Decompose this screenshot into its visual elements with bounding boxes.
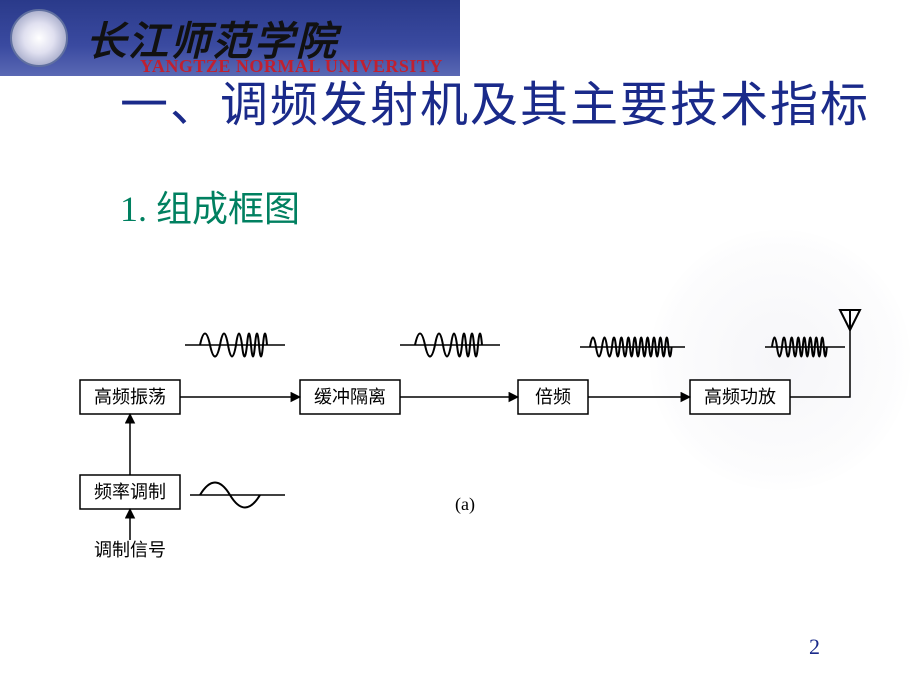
node-buf: 缓冲隔离 (300, 380, 400, 414)
node-pa: 高频功放 (690, 380, 790, 414)
section-subtitle: 1. 组成框图 (120, 180, 300, 232)
waveform-mul-pa (580, 338, 685, 357)
svg-text:缓冲隔离: 缓冲隔离 (314, 387, 386, 407)
node-fmod: 频率调制 (80, 475, 180, 509)
waveform-pa-ant (765, 338, 845, 357)
page-title: 一、调频发射机及其主要技术指标 (120, 65, 870, 135)
node-sig-label: 调制信号 (94, 540, 166, 560)
university-seal-icon (10, 9, 68, 67)
node-mul: 倍频 (518, 380, 588, 414)
node-osc: 高频振荡 (80, 380, 180, 414)
waveform-osc-buf (185, 334, 285, 357)
block-diagram: 高频振荡 缓冲隔离 倍频 高频功放 频率调制 调制信号 (50, 300, 870, 580)
svg-text:高频振荡: 高频振荡 (94, 387, 166, 407)
svg-text:倍频: 倍频 (535, 387, 571, 407)
waveform-buf-mul (400, 334, 500, 357)
antenna-icon (840, 310, 860, 330)
page-number: 2 (809, 634, 820, 660)
svg-text:频率调制: 频率调制 (94, 482, 166, 502)
diagram-caption: (a) (455, 494, 475, 515)
waveform-sine (190, 483, 285, 508)
svg-text:高频功放: 高频功放 (704, 387, 776, 407)
